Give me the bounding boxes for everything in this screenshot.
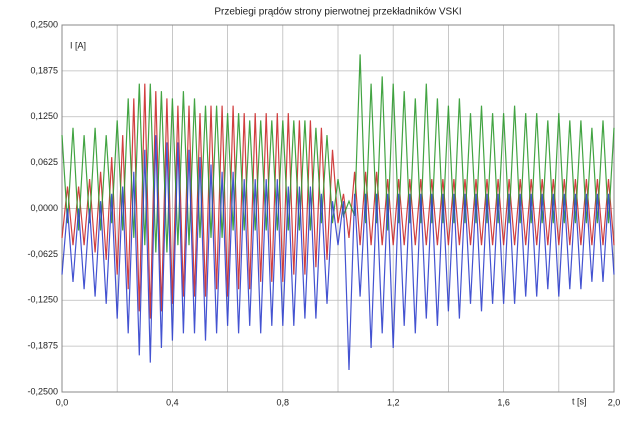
x-axis-label: t [s]	[572, 396, 587, 406]
y-axis-label: I [A]	[70, 40, 86, 50]
y-tick-label: -0,1875	[27, 341, 58, 351]
x-tick-label: 0,8	[277, 397, 290, 407]
series-line	[61, 135, 615, 371]
x-tick-label: 1,6	[497, 397, 510, 407]
y-tick-label: -0,2500	[27, 386, 58, 396]
y-tick-label: 0,1875	[30, 65, 58, 75]
y-tick-label: 0,0000	[30, 203, 58, 213]
x-tick-label: 0,0	[56, 397, 69, 407]
y-tick-label: -0,1250	[27, 295, 58, 305]
x-tick-label: 2,0	[608, 397, 621, 407]
chart-title: Przebiegi prądów strony pierwotnej przek…	[214, 7, 461, 18]
x-tick-label: 0,4	[166, 397, 179, 407]
series-line	[61, 83, 615, 319]
y-tick-label: 0,2500	[30, 19, 58, 29]
y-tick-label: -0,0625	[27, 249, 58, 259]
plot-frame	[61, 24, 615, 393]
y-tick-label: 0,1250	[30, 111, 58, 121]
x-tick-label: 1,2	[387, 397, 400, 407]
y-tick-label: 0,0625	[30, 157, 58, 167]
